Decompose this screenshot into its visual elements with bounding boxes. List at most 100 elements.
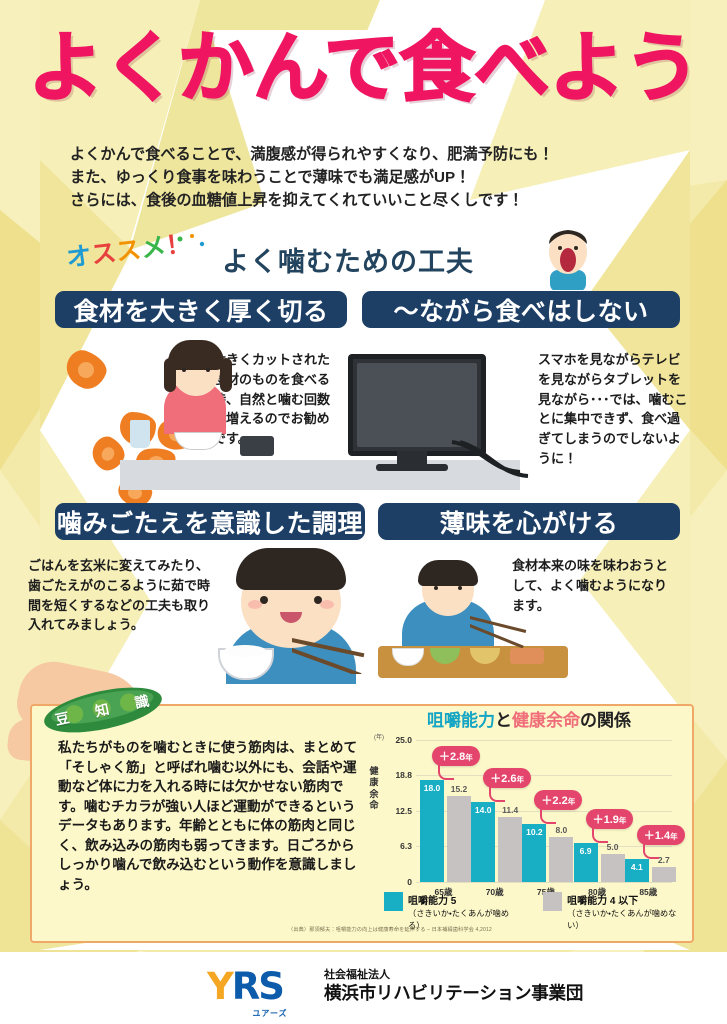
chart-gridline xyxy=(416,775,672,777)
chart-y-tick: 12.5 xyxy=(395,806,412,816)
callout-unit: 年 xyxy=(516,775,524,785)
osusume-char-2: ス xyxy=(89,237,118,270)
sparkle-icon xyxy=(177,234,205,247)
intro-paragraph: よくかんで食べることで、満腹感が得られやすくなり、肥満予防にも！ また、ゆっくり… xyxy=(70,143,670,212)
chart-title-part-end: の関係 xyxy=(580,711,631,730)
org-type: 社会福祉法人 xyxy=(324,969,390,981)
osusume-char-1: オ xyxy=(64,240,94,273)
chart-x-tick: 85歳 xyxy=(639,887,658,897)
chart-callout-tail xyxy=(591,826,608,843)
callout-number: ＋2.6 xyxy=(490,773,517,786)
chart-bar-value: 4.1 xyxy=(630,861,643,872)
chart: 咀嚼能力と健康余命の関係 (年) 健康余命 25.0 18.8 12.5 6.3 0 18… xyxy=(369,702,688,940)
tip-body-3: ごはんを玄米に変えてみたり、歯ごたえがのこるように茹で時間を短くするなどの工夫も… xyxy=(28,558,211,633)
chart-bar-series-1: 18.0 xyxy=(420,779,444,882)
osusume-char-4: メ xyxy=(139,231,168,264)
chart-bar-series-2: 2.7 xyxy=(651,855,676,882)
callout-unit: 年 xyxy=(618,815,627,825)
chart-gridline xyxy=(416,882,672,883)
tip-header-4: 薄味を心がける xyxy=(378,503,680,540)
chart-y-axis-label: 健康余命 xyxy=(369,766,379,810)
trivia-badge-char-2: 知 xyxy=(93,700,113,720)
boy-hair xyxy=(236,548,346,590)
chart-title: 咀嚼能力と健康余命の関係 xyxy=(370,706,688,731)
chart-bar-value: 5.0 xyxy=(606,841,619,852)
boy-mouth xyxy=(280,612,302,623)
chart-y-tick: 0 xyxy=(407,877,412,887)
callout-unit: 年 xyxy=(465,752,473,762)
legend-swatch-gray xyxy=(543,892,563,911)
chopsticks-icon xyxy=(292,638,365,674)
chart-bar-series-1: 10.2 xyxy=(522,824,547,882)
chart-bar-group: 14.0 11.4 70歳 xyxy=(471,740,523,897)
chart-callout-tail xyxy=(642,842,659,859)
chart-bar-value: 18.0 xyxy=(423,782,441,793)
chart-legend: 咀嚼能力 5 （さきいか・たくあんが噛める） 咀嚼能力 4 以下 （さきいか・た… xyxy=(384,892,684,931)
intro-line-3: さらには、食後の血糖値上昇を抑えてくれていいこと尽くしです！ xyxy=(70,192,524,210)
chart-bar-value: 8.0 xyxy=(555,824,568,835)
tip-header-1: 食材を大きく厚く切る xyxy=(55,291,347,328)
chart-bar-value: 11.4 xyxy=(502,805,519,816)
chart-difference-callout: ＋1.9年 xyxy=(585,808,634,829)
pea-pod-badge xyxy=(44,687,162,733)
dish-salad xyxy=(430,648,460,664)
chart-bar-value: 10.2 xyxy=(526,827,543,838)
yrs-logo: YRS xyxy=(207,968,319,1010)
dish-soup xyxy=(470,648,500,664)
chart-bar-series-1: 6.9 xyxy=(573,842,598,882)
chart-x-tick: 70歳 xyxy=(485,887,504,897)
callout-unit: 年 xyxy=(567,797,576,807)
man-hair xyxy=(418,560,478,586)
intro-line-2: また、ゆっくり食事を味わうことで薄味でも満足感がUP！ xyxy=(70,169,471,187)
tip-body-4: 食材本来の味を味わおうとして、よく噛むようになります。 xyxy=(512,558,669,613)
chart-difference-callout: ＋1.4年 xyxy=(636,824,685,845)
chart-y-tick: 25.0 xyxy=(395,735,412,745)
trivia-badge-char-3: 識 xyxy=(133,692,153,712)
chart-bar-group: 6.9 5.0 80歳 xyxy=(573,740,625,897)
legend-sublabel-2: （さきいか・たくあんが噛めない） xyxy=(567,909,677,930)
girl-hair-side xyxy=(220,358,232,392)
man-eating-meal-illustration xyxy=(378,560,568,685)
smartphone-icon xyxy=(240,436,274,456)
logo-subtitle: ユアーズ xyxy=(252,1009,288,1018)
tip-body-1: 大きくカットされた食材のものを食べる時、自然と噛む回数が増えるのでお勧めです。 xyxy=(213,352,331,446)
girl-hair-side xyxy=(164,358,176,392)
chart-bar-value: 14.0 xyxy=(474,805,492,816)
trivia-body: 私たちがものを噛むときに使う筋肉は、まとめて「そしゃく筋」と呼ばれ噛む以外にも、… xyxy=(58,740,358,892)
logo-letters-rs: RS xyxy=(231,965,285,1008)
chart-x-tick: 65歳 xyxy=(434,887,453,897)
legend-item-series-1: 咀嚼能力 5 （さきいか・たくあんが噛める） xyxy=(384,892,517,931)
chart-y-tick: 18.8 xyxy=(395,770,412,781)
legend-label-2: 咀嚼能力 4 以下 xyxy=(567,896,639,907)
chart-plot-area: 25.0 18.8 12.5 6.3 0 18.0 15.2 65歳 ＋2.8年 14.0 11.4… xyxy=(395,735,685,897)
legend-swatch-teal xyxy=(384,892,403,911)
chart-x-tick: 80歳 xyxy=(588,887,607,897)
chart-difference-callout: ＋2.6年 xyxy=(483,768,531,789)
chart-bar-group: 18.0 15.2 65歳 xyxy=(420,740,471,897)
chart-bar-series-1: 14.0 xyxy=(471,802,496,882)
legend-sublabel-1: （さきいか・たくあんが噛める） xyxy=(408,909,510,930)
legend-label-1: 咀嚼能力 5 xyxy=(408,896,457,907)
chart-bar-value: 6.9 xyxy=(579,845,592,856)
tv-stand xyxy=(397,451,427,465)
chart-bar-value: 15.2 xyxy=(450,783,468,794)
trivia-badge-char-1: 豆 xyxy=(53,708,73,728)
chart-bar-series-2: 8.0 xyxy=(549,825,574,882)
chart-bar-series-2: 5.0 xyxy=(600,842,625,882)
trivia-panel xyxy=(30,704,694,943)
intro-line-1: よくかんで食べることで、満腹感が得られやすくなり、肥満予防にも！ xyxy=(70,146,554,163)
chart-callout-tail xyxy=(489,786,506,803)
glass-icon xyxy=(130,420,150,448)
chart-title-part-b: 健康余命 xyxy=(512,711,580,730)
section-heading: よく噛むための工夫 xyxy=(222,247,474,277)
callout-number: ＋1.9 xyxy=(592,813,619,826)
dish-main xyxy=(510,648,544,664)
chart-unit-label: (年) xyxy=(374,735,384,741)
tip-header-3: 噛みごたえを意識した調理 xyxy=(55,503,365,540)
callout-number: ＋2.2 xyxy=(541,795,568,808)
osusume-char-3: ス xyxy=(114,234,143,267)
chart-source: 〈出典〉那須郁夫：咀嚼能力の向上は健康寿命を延伸する – 日本補綴歯科学会 4,… xyxy=(288,927,492,933)
chart-callout-tail xyxy=(540,808,557,825)
chart-gridline xyxy=(416,740,672,741)
